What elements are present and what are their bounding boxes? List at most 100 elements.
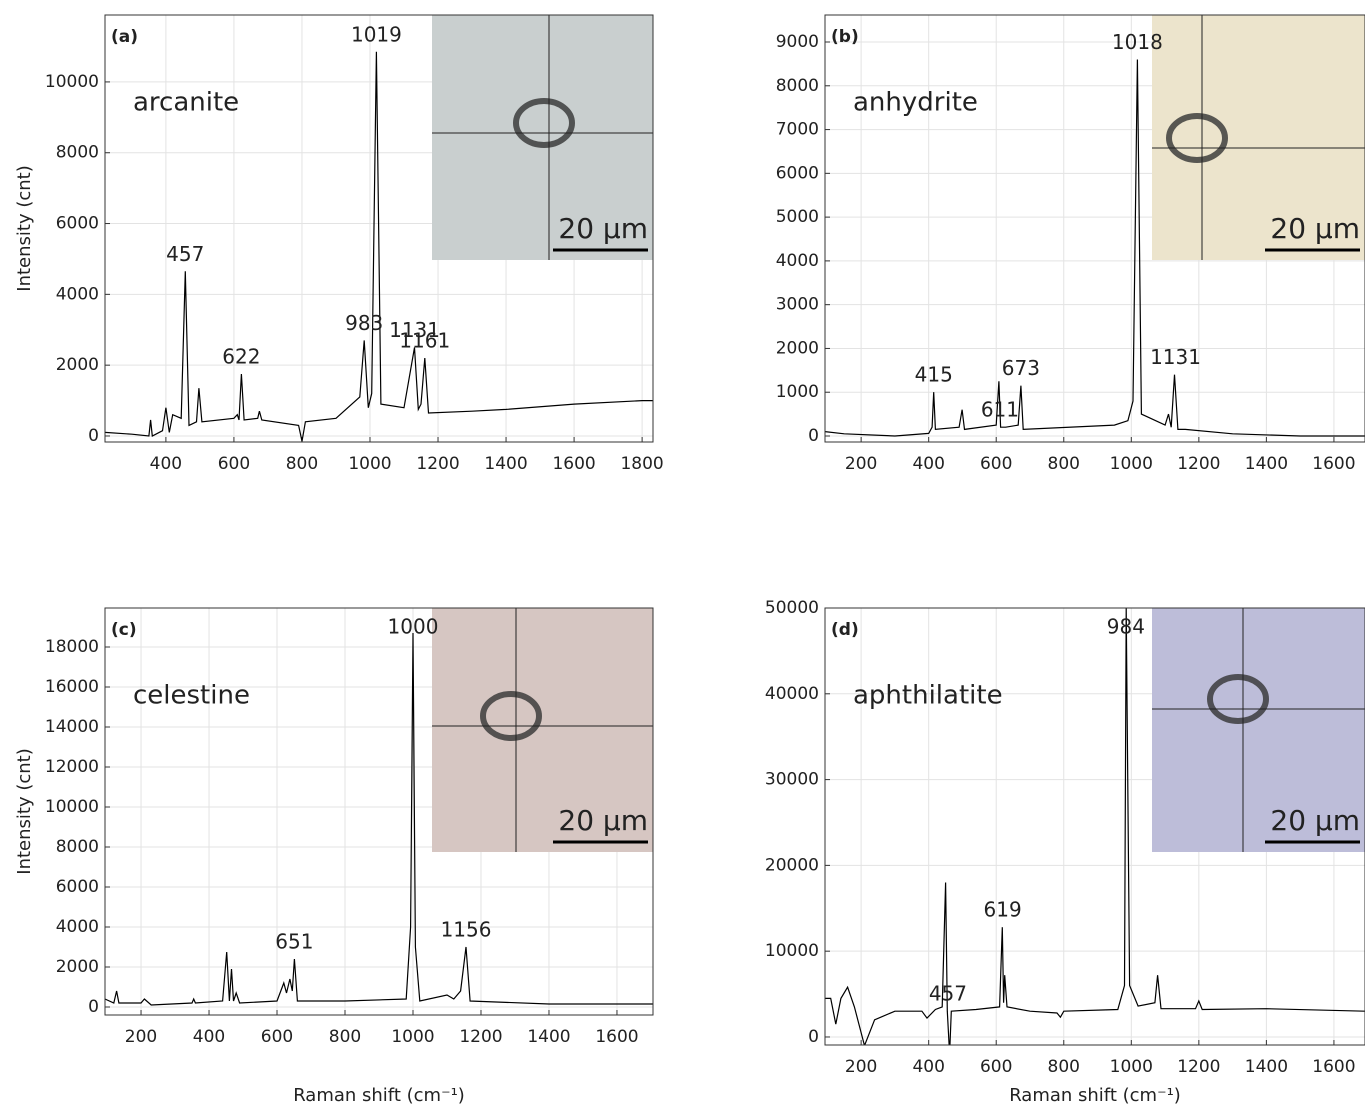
peak-label: 1131 [1150,345,1201,369]
x-tick-label: 1200 [1177,1057,1220,1077]
y-tick-label: 4000 [56,284,99,304]
x-tick-label: 1200 [1177,454,1220,474]
x-tick-label: 1400 [527,1027,570,1047]
plot-frame [104,607,654,1016]
x-tick-label: 1600 [1312,1057,1355,1077]
plot-frame [824,14,1365,443]
x-tick-label: 1600 [1312,454,1355,474]
y-tick-label: 10000 [765,941,819,961]
y-tick-label: 0 [808,1027,819,1047]
scale-label: 20 µm [558,212,648,245]
x-tick-label: 400 [912,1057,944,1077]
micrograph [432,608,653,852]
y-tick-label: 7000 [776,120,819,140]
y-tick-label: 3000 [776,295,819,315]
inclusion [1166,113,1228,163]
x-tick-label: 800 [1048,1057,1080,1077]
peak-label: 457 [929,982,967,1006]
plot-frame [824,607,1365,1046]
y-tick-label: 8000 [776,76,819,96]
y-tick-label: 8000 [56,837,99,857]
mineral-name: celestine [133,681,250,711]
y-tick-label: 10000 [45,797,99,817]
spectrum-line [105,51,653,442]
x-tick-label: 1000 [391,1027,434,1047]
mineral-name: anhydrite [853,88,978,118]
y-tick-label: 30000 [765,770,819,790]
panel-label: (b) [831,27,859,47]
micrograph [432,15,653,260]
scale-label: 20 µm [558,804,648,837]
x-tick-label: 1400 [1245,454,1288,474]
x-tick-label: 1400 [484,454,527,474]
x-tick-label: 1600 [552,454,595,474]
y-tick-label: 0 [808,426,819,446]
plot [105,632,653,1006]
y-tick-label: 5000 [776,207,819,227]
y-tick-label: 8000 [56,143,99,163]
spectrum-line [825,608,1365,1045]
y-tick-label: 2000 [56,957,99,977]
x-tick-label: 400 [912,454,944,474]
micrograph [1152,608,1365,852]
x-tick-label: 1400 [1245,1057,1288,1077]
peak-label: 983 [345,311,383,335]
y-tick-label: 40000 [765,684,819,704]
spectrum-line [105,632,653,1006]
peak-label: 457 [166,242,204,266]
x-tick-label: 200 [125,1027,157,1047]
peak-label: 611 [981,398,1019,422]
y-tick-label: 10000 [45,72,99,92]
peak-label: 415 [915,363,953,387]
y-tick-label: 0 [88,426,99,446]
y-tick-label: 4000 [776,251,819,271]
x-tick-label: 1000 [348,454,391,474]
x-tick-label: 600 [980,454,1012,474]
plot [105,51,653,442]
peak-label: 1019 [351,22,402,46]
y-tick-label: 14000 [45,717,99,737]
panel-label: (a) [111,27,138,47]
x-axis-label: Raman shift (cm⁻¹) [293,1085,465,1106]
x-axis-label: Raman shift (cm⁻¹) [1009,1085,1181,1106]
peak-label: 1156 [441,918,492,942]
mineral-name: aphthilatite [853,681,1003,711]
y-tick-label: 50000 [765,598,819,618]
scale-label: 20 µm [1270,804,1360,837]
x-tick-label: 800 [329,1027,361,1047]
x-tick-label: 400 [193,1027,225,1047]
micrograph [1152,15,1365,260]
scale-label: 20 µm [1270,212,1360,245]
x-tick-label: 1200 [459,1027,502,1047]
panel-label: (d) [831,620,859,640]
y-tick-label: 12000 [45,757,99,777]
x-tick-label: 800 [1048,454,1080,474]
peak-label: 673 [1002,356,1040,380]
panel-label: (c) [111,620,137,640]
x-tick-label: 1800 [620,454,663,474]
y-tick-label: 1000 [776,382,819,402]
y-tick-label: 2000 [776,338,819,358]
y-tick-label: 18000 [45,637,99,657]
y-tick-label: 16000 [45,677,99,697]
y-axis-label: Intensity (cnt) [14,748,35,874]
x-tick-label: 600 [261,1027,293,1047]
peak-label: 622 [222,345,260,369]
y-axis-label: Intensity (cnt) [14,165,35,291]
x-tick-label: 600 [980,1057,1012,1077]
plot-frame [104,14,654,443]
peak-label: 1161 [399,329,450,353]
peak-label: 1131 [389,318,440,342]
y-tick-label: 0 [88,997,99,1017]
peak-label: 651 [275,930,313,954]
inclusion [480,691,542,741]
y-tick-label: 6000 [56,214,99,234]
y-tick-label: 6000 [56,877,99,897]
x-tick-label: 200 [845,1057,877,1077]
peak-label: 1000 [388,615,439,639]
plot [825,59,1365,437]
x-tick-label: 1000 [1110,454,1153,474]
x-tick-label: 200 [845,454,877,474]
plot [825,608,1365,1045]
